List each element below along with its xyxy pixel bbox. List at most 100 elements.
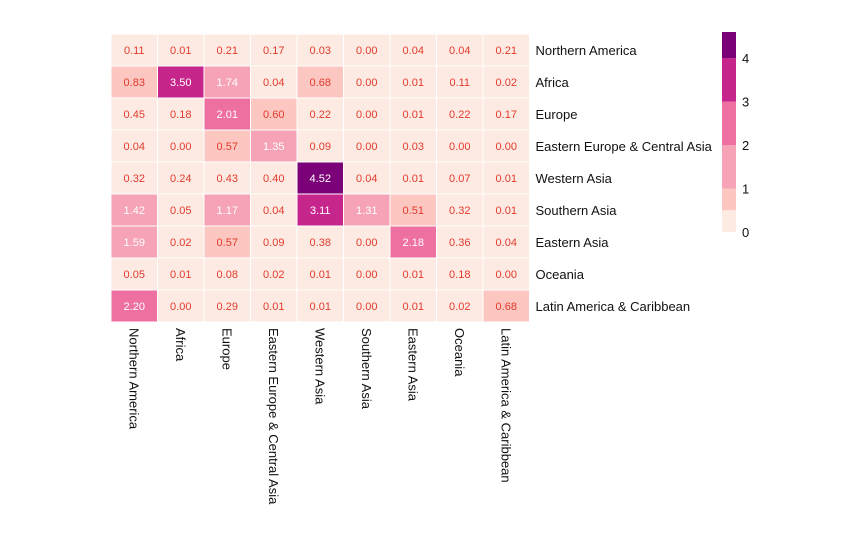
heatmap-cell <box>110 33 158 67</box>
cell-value-label: 0.36 <box>449 237 470 249</box>
heatmap-cells <box>110 33 530 323</box>
cell-value-label: 0.00 <box>356 45 377 57</box>
cell-value-label: 0.09 <box>310 141 331 153</box>
colorbar-tick-label: 2 <box>742 138 749 153</box>
cell-value-label: 0.57 <box>217 237 238 249</box>
heatmap-cell <box>157 129 205 163</box>
colorbar: 4 3 2 1 0 <box>722 32 749 240</box>
heatmap-cell <box>343 289 391 323</box>
heatmap-cell <box>203 193 251 227</box>
heatmap-cell <box>203 65 251 99</box>
heatmap-cell <box>203 257 251 291</box>
cell-value-label: 0.00 <box>356 141 377 153</box>
row-label: Europe <box>536 107 578 122</box>
cell-value-label: 0.00 <box>170 301 191 313</box>
heatmap-cell <box>389 225 437 259</box>
heatmap-cell <box>296 65 344 99</box>
cell-value-label: 0.32 <box>449 205 470 217</box>
cell-value-label: 0.01 <box>403 269 424 281</box>
cell-value-labels: 0.11 0.01 0.21 0.17 0.03 0.00 0.04 0.04 0.21 0.83… <box>124 45 517 313</box>
cell-value-label: 0.00 <box>356 269 377 281</box>
cell-value-label: 0.68 <box>496 301 517 313</box>
heatmap-cell <box>296 289 344 323</box>
heatmap-cell <box>157 193 205 227</box>
column-labels: Northern America Africa Europe Eastern Euro… <box>126 328 513 505</box>
cell-value-label: 0.01 <box>170 269 191 281</box>
cell-value-label: 0.00 <box>356 109 377 121</box>
heatmap-cell <box>296 193 344 227</box>
heatmap-cell <box>110 225 158 259</box>
heatmap-cell <box>482 257 530 291</box>
cell-value-label: 0.11 <box>449 77 470 89</box>
cell-value-label: 0.21 <box>496 45 517 57</box>
cell-value-label: 0.01 <box>310 301 331 313</box>
heatmap-cell <box>436 65 484 99</box>
heatmap-cell <box>436 33 484 67</box>
cell-value-label: 0.09 <box>263 237 284 249</box>
cell-value-label: 0.04 <box>263 205 284 217</box>
column-label: Southern Asia <box>359 328 374 410</box>
colorbar-tick-label: 3 <box>742 95 749 110</box>
colorbar-segment <box>722 210 736 232</box>
cell-value-label: 0.68 <box>310 77 331 89</box>
cell-value-label: 0.11 <box>124 45 145 57</box>
cell-value-label: 0.17 <box>496 109 517 121</box>
cell-value-label: 0.01 <box>403 109 424 121</box>
colorbar-segment <box>722 32 736 59</box>
cell-value-label: 0.01 <box>496 205 517 217</box>
heatmap-cell <box>389 257 437 291</box>
heatmap-cell <box>436 193 484 227</box>
heatmap-cell <box>250 289 298 323</box>
cell-value-label: 0.04 <box>263 77 284 89</box>
heatmap-cell <box>296 257 344 291</box>
cell-value-label: 1.42 <box>124 205 145 217</box>
heatmap-cell <box>157 289 205 323</box>
cell-value-label: 0.83 <box>124 77 145 89</box>
cell-value-label: 1.35 <box>263 141 284 153</box>
cell-value-label: 0.00 <box>496 141 517 153</box>
heatmap-cell <box>110 65 158 99</box>
cell-value-label: 0.00 <box>356 237 377 249</box>
heatmap-cell <box>296 97 344 131</box>
heatmap-cell <box>250 161 298 195</box>
heatmap-cell <box>203 97 251 131</box>
row-label: Oceania <box>536 267 585 282</box>
cell-value-label: 0.43 <box>217 173 238 185</box>
cell-value-label: 2.20 <box>124 301 145 313</box>
column-label: Africa <box>173 328 188 362</box>
row-label: Southern Asia <box>536 203 618 218</box>
cell-value-label: 0.03 <box>310 45 331 57</box>
cell-value-label: 0.01 <box>403 77 424 89</box>
heatmap-cell <box>296 225 344 259</box>
heatmap-cell <box>250 257 298 291</box>
heatmap-cell <box>110 257 158 291</box>
heatmap-cell <box>482 289 530 323</box>
heatmap-cell <box>343 161 391 195</box>
heatmap-cell <box>157 97 205 131</box>
heatmap-cell <box>343 257 391 291</box>
heatmap-cell <box>110 161 158 195</box>
cell-value-label: 0.01 <box>263 301 284 313</box>
heatmap-cell <box>482 65 530 99</box>
cell-value-label: 0.02 <box>449 301 470 313</box>
cell-value-label: 1.74 <box>217 77 238 89</box>
cell-value-label: 0.38 <box>310 237 331 249</box>
cell-value-label: 1.17 <box>217 205 238 217</box>
cell-value-label: 2.01 <box>217 109 238 121</box>
cell-value-label: 0.01 <box>170 45 191 57</box>
colorbar-tick-label: 1 <box>742 182 749 197</box>
heatmap-cell <box>482 97 530 131</box>
cell-value-label: 0.05 <box>124 269 145 281</box>
heatmap-cell <box>110 193 158 227</box>
cell-value-label: 0.00 <box>449 141 470 153</box>
cell-value-label: 0.45 <box>124 109 145 121</box>
cell-value-label: 0.00 <box>356 77 377 89</box>
heatmap-cell <box>110 289 158 323</box>
colorbar-segment <box>722 188 736 211</box>
row-labels: Northern America Africa Europe Eastern Euro… <box>536 43 713 314</box>
row-label: Eastern Asia <box>536 235 610 250</box>
cell-value-label: 0.07 <box>449 173 470 185</box>
cell-value-label: 0.17 <box>263 45 284 57</box>
heatmap-cell <box>482 161 530 195</box>
cell-value-label: 0.02 <box>170 237 191 249</box>
